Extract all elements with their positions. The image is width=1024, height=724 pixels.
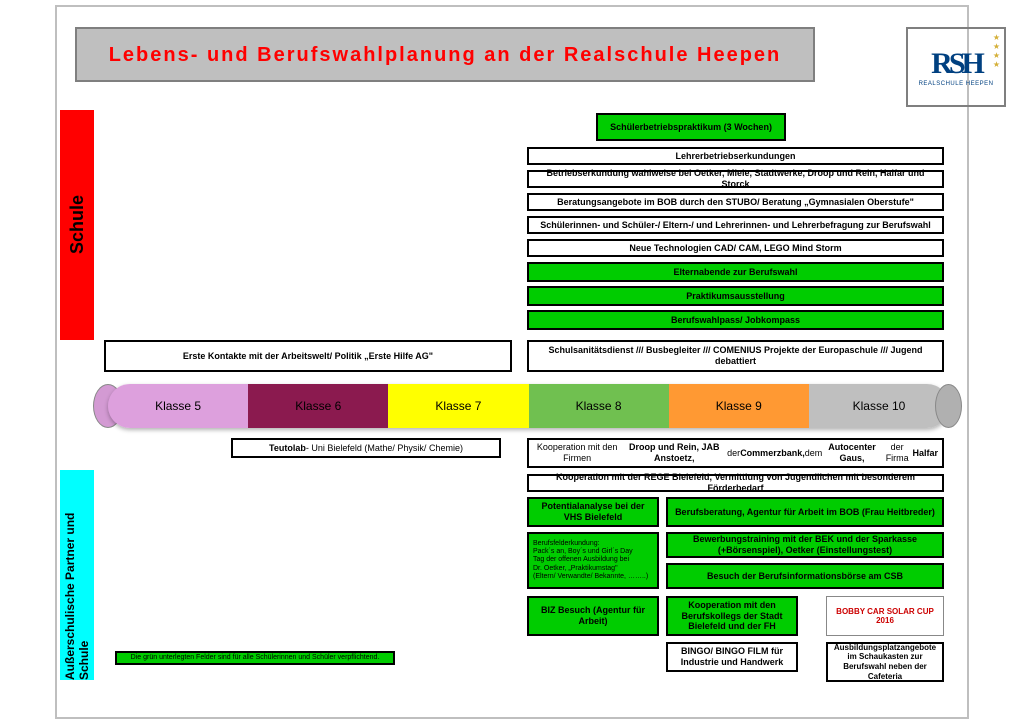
bar-cap-right — [935, 384, 962, 428]
info-box: Schülerbetriebspraktikum (3 Wochen) — [596, 113, 786, 141]
info-box: Lehrerbetriebserkundungen — [527, 147, 944, 165]
info-box: Berufsfelderkundung:Pack´s an, Boy´s und… — [527, 532, 659, 589]
info-box: Schülerinnen- und Schüler-/ Eltern-/ und… — [527, 216, 944, 234]
info-box: Betriebserkundung wahlweise bei Oetker, … — [527, 170, 944, 188]
info-box: Kooperation mit den Firmen Droop und Rei… — [527, 438, 944, 468]
page-title: Lebens- und Berufswahlplanung an der Rea… — [75, 27, 815, 82]
info-box: Berufswahlpass/ Jobkompass — [527, 310, 944, 330]
klasse-segment: Klasse 5 — [108, 384, 248, 428]
klasse-segment: Klasse 8 — [529, 384, 669, 428]
info-box: Kooperation mit den Berufskollegs der St… — [666, 596, 798, 636]
info-box: Potentialanalyse bei der VHS Bielefeld — [527, 497, 659, 527]
info-box: Ausbildungsplatzangebote im Schaukasten … — [826, 642, 944, 682]
bobbycar-text: BOBBY CAR SOLAR CUP 2016 — [827, 607, 943, 625]
stars-icon: ★★★★ — [993, 33, 1000, 69]
info-box: BINGO/ BINGO FILM für Industrie und Hand… — [666, 642, 798, 672]
logo-text: RSH — [931, 47, 981, 81]
section-label: Schule — [60, 110, 94, 340]
section-label: Außerschulische Partner und Schule — [60, 470, 94, 680]
info-box: Kooperation mit der REGE Bielefeld, Verm… — [527, 474, 944, 492]
info-box: Neue Technologien CAD/ CAM, LEGO Mind St… — [527, 239, 944, 257]
school-logo: ★★★★ RSH REALSCHULE HEEPEN — [906, 27, 1006, 107]
info-box: Elternabende zur Berufswahl — [527, 262, 944, 282]
info-box: BIZ Besuch (Agentur für Arbeit) — [527, 596, 659, 636]
klasse-segment: Klasse 10 — [809, 384, 949, 428]
klasse-segment: Klasse 7 — [388, 384, 528, 428]
info-box: Praktikumsausstellung — [527, 286, 944, 306]
logo-caption: REALSCHULE HEEPEN — [919, 81, 994, 87]
info-box: Beratungsangebote im BOB durch den STUBO… — [527, 193, 944, 211]
klasse-timeline: Klasse 5Klasse 6Klasse 7Klasse 8Klasse 9… — [108, 384, 949, 428]
klasse-segment: Klasse 6 — [248, 384, 388, 428]
info-box: Berufsberatung, Agentur für Arbeit im BO… — [666, 497, 944, 527]
bobbycar-image: BOBBY CAR SOLAR CUP 2016 — [826, 596, 944, 636]
info-box: Schulsanitätsdienst /// Busbegleiter ///… — [527, 340, 944, 372]
info-box: Besuch der Berufsinformationsbörse am CS… — [666, 563, 944, 589]
info-box: Erste Kontakte mit der Arbeitswelt/ Poli… — [104, 340, 512, 372]
legend-note: Die grün unterlegten Felder sind für all… — [115, 651, 395, 665]
klasse-segment: Klasse 9 — [669, 384, 809, 428]
info-box: Bewerbungstraining mit der BEK und der S… — [666, 532, 944, 558]
info-box: Teutolab - Uni Bielefeld (Mathe/ Physik/… — [231, 438, 501, 458]
title-text: Lebens- und Berufswahlplanung an der Rea… — [109, 43, 782, 67]
